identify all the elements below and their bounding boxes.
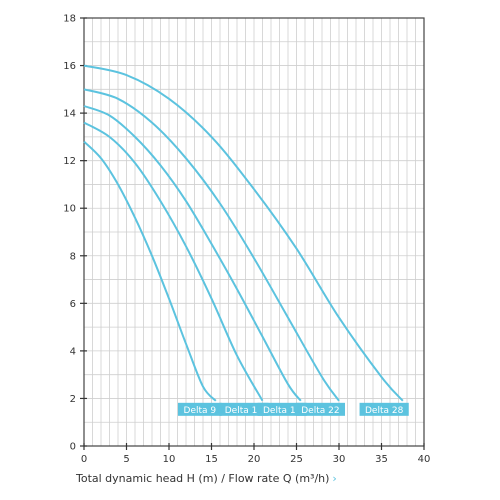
x-tick-label: 0 xyxy=(81,454,87,465)
series-label-background xyxy=(177,402,222,416)
series-labels: Delta 9 Delta 13 Delta 17 Delta 22 Delta 28 xyxy=(177,402,409,416)
series-label-badge: Delta 13 xyxy=(219,402,269,416)
series-label-badge: Delta 9 xyxy=(177,402,222,416)
y-tick-label: 0 xyxy=(70,442,76,453)
series-line xyxy=(83,121,264,402)
y-tick-label: 4 xyxy=(70,346,76,357)
x-tick-label: 15 xyxy=(205,454,218,465)
series-label-badge: Delta 28 xyxy=(359,402,409,416)
axes xyxy=(80,17,425,450)
series-label-background xyxy=(359,402,409,416)
tick-labels: 0 2 4 6 8 10 12 14 16 18 0 5 10 15 20 25 30 35 40 xyxy=(63,14,430,466)
series-line xyxy=(83,140,217,402)
x-tick-label: 30 xyxy=(333,454,346,465)
series-line xyxy=(83,105,302,402)
chevron-right-icon: › xyxy=(332,472,337,485)
x-tick-label: 25 xyxy=(290,454,303,465)
series-label: Delta 13 xyxy=(225,406,263,416)
series-line xyxy=(83,64,404,402)
y-tick-label: 10 xyxy=(63,204,76,215)
series-label: Delta 17 xyxy=(263,406,301,416)
x-tick-label: 5 xyxy=(123,454,129,465)
series-label: Delta 22 xyxy=(301,406,339,416)
series-line xyxy=(83,88,340,402)
y-tick-label: 12 xyxy=(63,156,76,167)
x-tick-label: 10 xyxy=(163,454,176,465)
series-label-badge: Delta 17 xyxy=(257,402,307,416)
series-label-background xyxy=(295,402,345,416)
y-tick-label: 6 xyxy=(70,299,76,310)
y-tick-label: 18 xyxy=(63,14,76,25)
series-label: Delta 28 xyxy=(365,406,404,416)
series-label-background xyxy=(257,402,307,416)
series-label-badge: Delta 22 xyxy=(295,402,345,416)
y-tick-label: 2 xyxy=(70,394,76,405)
y-tick-label: 14 xyxy=(63,109,76,120)
series-lines xyxy=(83,64,404,402)
series-label-background xyxy=(219,402,269,416)
x-tick-label: 40 xyxy=(418,454,431,465)
y-tick-label: 8 xyxy=(70,251,76,262)
x-axis-label-text: Total dynamic head H (m) / Flow rate Q (… xyxy=(76,472,330,485)
y-tick-label: 16 xyxy=(63,61,76,72)
x-tick-label: 35 xyxy=(375,454,388,465)
grid xyxy=(83,17,425,447)
x-axis-label: Total dynamic head H (m) / Flow rate Q (… xyxy=(76,472,337,485)
series-label: Delta 9 xyxy=(184,406,217,416)
x-tick-label: 20 xyxy=(248,454,261,465)
